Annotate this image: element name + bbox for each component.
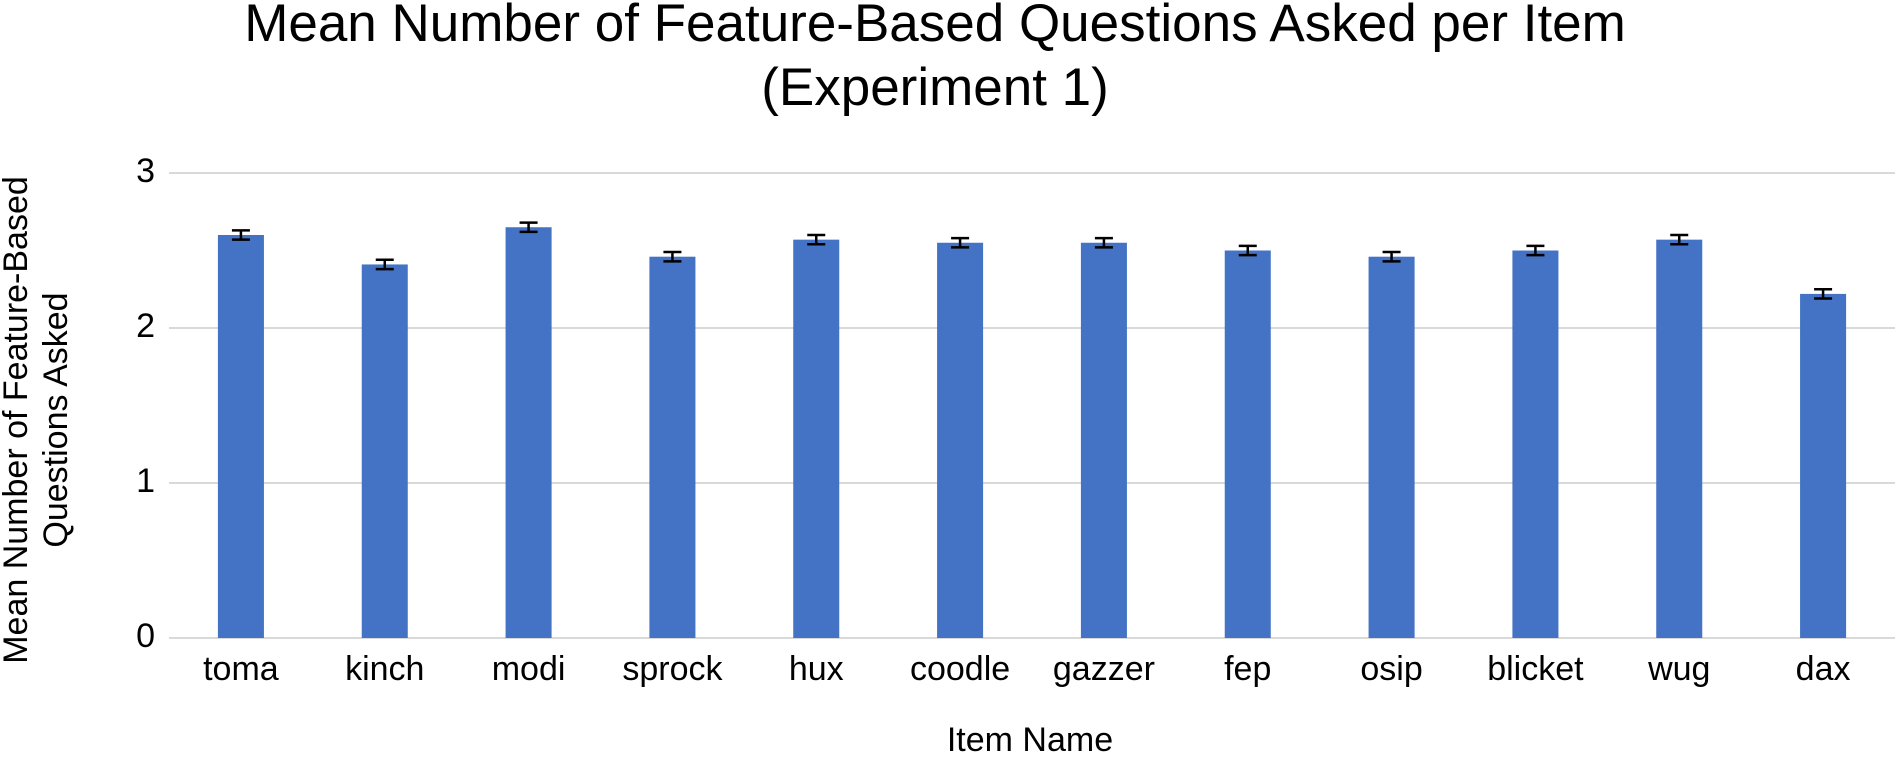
y-axis-title-line: Mean Number of Feature-Based — [0, 176, 35, 664]
error-bar — [951, 236, 970, 249]
x-tick-label: dax — [1796, 650, 1851, 688]
y-axis-title-line: Questions Asked — [37, 292, 75, 547]
error-bar — [375, 258, 394, 271]
bar — [649, 256, 696, 638]
error-bar — [807, 233, 826, 246]
x-tick-label: coodle — [910, 650, 1010, 688]
x-tick-label: sprock — [622, 650, 723, 688]
x-tick-label: blicket — [1487, 650, 1584, 688]
bar — [1800, 293, 1847, 638]
error-bar — [1382, 250, 1401, 263]
error-bar — [663, 250, 682, 263]
bar — [937, 242, 984, 638]
y-axis-title: Mean Number of Feature-Based Questions A… — [0, 176, 75, 664]
error-bar — [1670, 233, 1689, 246]
bar — [361, 264, 408, 638]
chart-title: (Experiment 1) — [761, 58, 1109, 117]
bar — [1656, 239, 1703, 638]
x-tick-label: gazzer — [1053, 650, 1155, 688]
chart-title: Mean Number of Feature-Based Questions A… — [244, 0, 1626, 53]
x-axis-title: Item Name — [947, 721, 1113, 759]
bar — [505, 227, 552, 638]
x-tick-label: modi — [492, 650, 566, 688]
y-tick-label: 2 — [136, 307, 155, 345]
bar — [1224, 250, 1271, 638]
y-tick-label: 0 — [136, 617, 155, 655]
bar — [793, 239, 840, 638]
bar — [1080, 242, 1127, 638]
bar — [1368, 256, 1415, 638]
y-tick-label: 1 — [136, 462, 155, 500]
error-bar — [1094, 236, 1113, 249]
error-bar — [231, 229, 250, 241]
error-bar — [519, 221, 538, 234]
x-tick-label: kinch — [345, 650, 424, 688]
x-tick-label: toma — [203, 650, 279, 688]
x-tick-label: osip — [1360, 650, 1422, 688]
bar — [217, 235, 264, 638]
bar — [1512, 250, 1559, 638]
x-tick-label: wug — [1647, 650, 1710, 688]
error-bar — [1814, 288, 1833, 300]
error-bar — [1526, 244, 1545, 257]
y-tick-label: 3 — [136, 152, 155, 190]
x-tick-label: hux — [789, 650, 844, 688]
x-tick-label: fep — [1224, 650, 1271, 688]
error-bar — [1238, 244, 1257, 257]
